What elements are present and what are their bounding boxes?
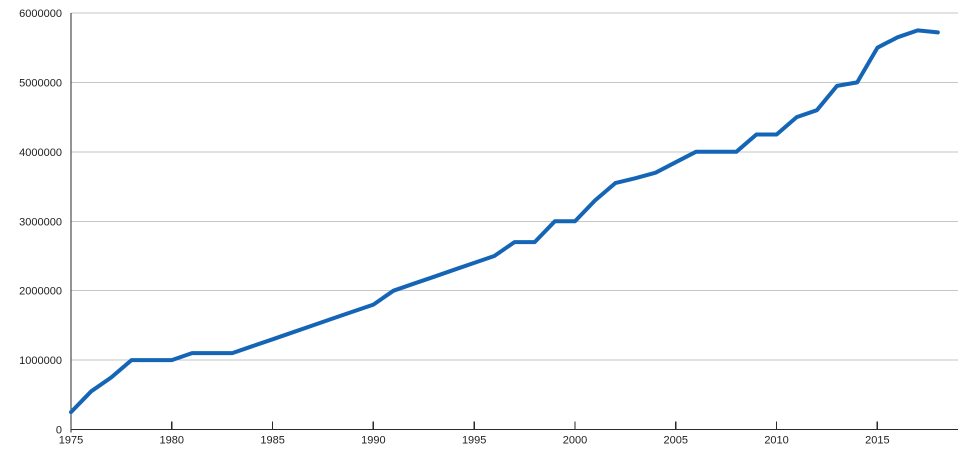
- y-axis-tick-label: 1000000: [19, 355, 62, 367]
- x-axis-tick-label: 2005: [664, 435, 688, 447]
- y-axis-tick-label: 2000000: [19, 286, 62, 298]
- y-axis-tick-label: 4000000: [19, 147, 62, 159]
- y-axis-tick-label: 3000000: [19, 216, 62, 228]
- x-axis-tick-label: 2015: [865, 435, 889, 447]
- tick-labels-group: 0 1000000 2000000 3000000 4000000 5000000 6000…: [19, 8, 889, 447]
- gridlines-group: [71, 12, 958, 361]
- data-line: [69, 28, 940, 415]
- x-axis-tick-label: 1990: [361, 435, 385, 447]
- x-axis-tick-label: 1980: [160, 435, 184, 447]
- x-axis-tick-label: 1975: [59, 435, 83, 447]
- x-axis-tick-label: 1985: [260, 435, 284, 447]
- y-axis-tick-label: 5000000: [19, 77, 62, 89]
- data-series-group: [69, 28, 940, 415]
- x-axis-tick-label: 1995: [462, 435, 486, 447]
- y-axis-tick-label: 6000000: [19, 8, 62, 20]
- x-axis-tick-label: 2000: [563, 435, 587, 447]
- y-axis-tick-label: 0: [56, 425, 62, 437]
- x-axis-tick-label: 2010: [764, 435, 788, 447]
- axes-group: [70, 13, 958, 433]
